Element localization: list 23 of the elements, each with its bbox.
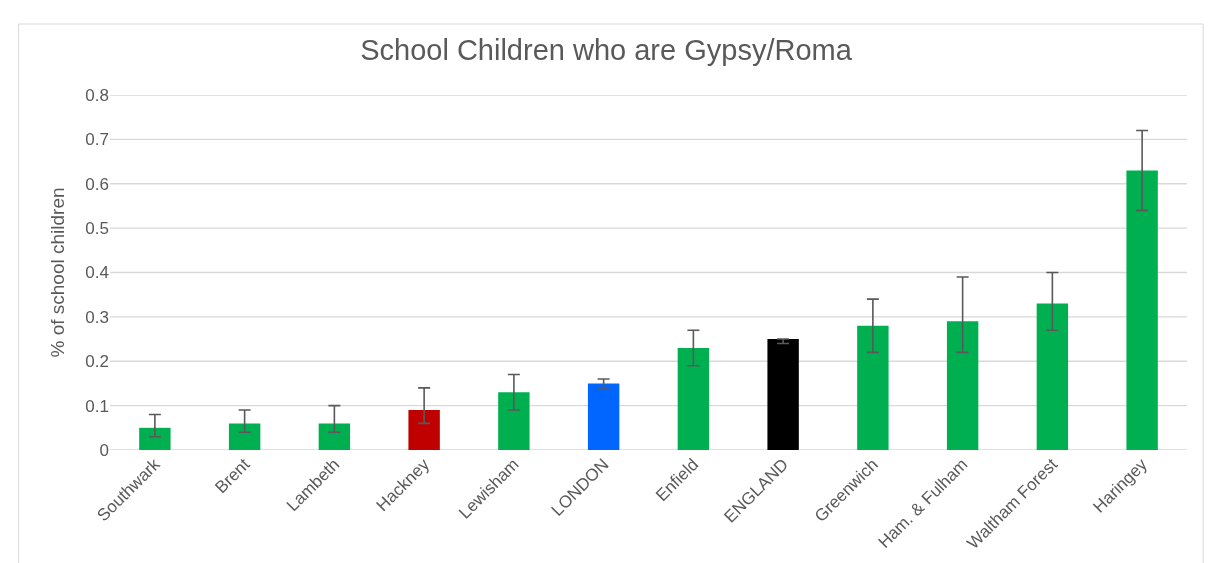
y-tick-label: 0.2 <box>85 352 109 372</box>
y-tick-label: 0.3 <box>85 307 109 327</box>
bar <box>408 410 440 450</box>
bar <box>228 423 261 450</box>
y-axis-title: % of school children <box>47 187 69 358</box>
bar <box>767 339 799 450</box>
y-tick-label: 0.7 <box>85 130 109 150</box>
bar <box>677 347 710 450</box>
y-tick-label: 0.4 <box>85 263 109 283</box>
bar <box>1036 303 1069 450</box>
bar <box>498 392 530 450</box>
y-tick-label: 0.8 <box>85 85 109 105</box>
y-tick-label: 0.5 <box>85 219 109 239</box>
y-tick-label: 0.6 <box>85 174 109 194</box>
y-tick-label: 0.1 <box>85 396 109 416</box>
bar <box>587 383 620 450</box>
bar <box>139 427 171 450</box>
chart-title: School Children who are Gypsy/Roma <box>360 33 853 66</box>
bar <box>857 325 889 450</box>
bar <box>1126 170 1158 450</box>
y-tick-label: 0 <box>99 440 109 460</box>
bar <box>946 321 979 450</box>
bar <box>318 423 351 450</box>
